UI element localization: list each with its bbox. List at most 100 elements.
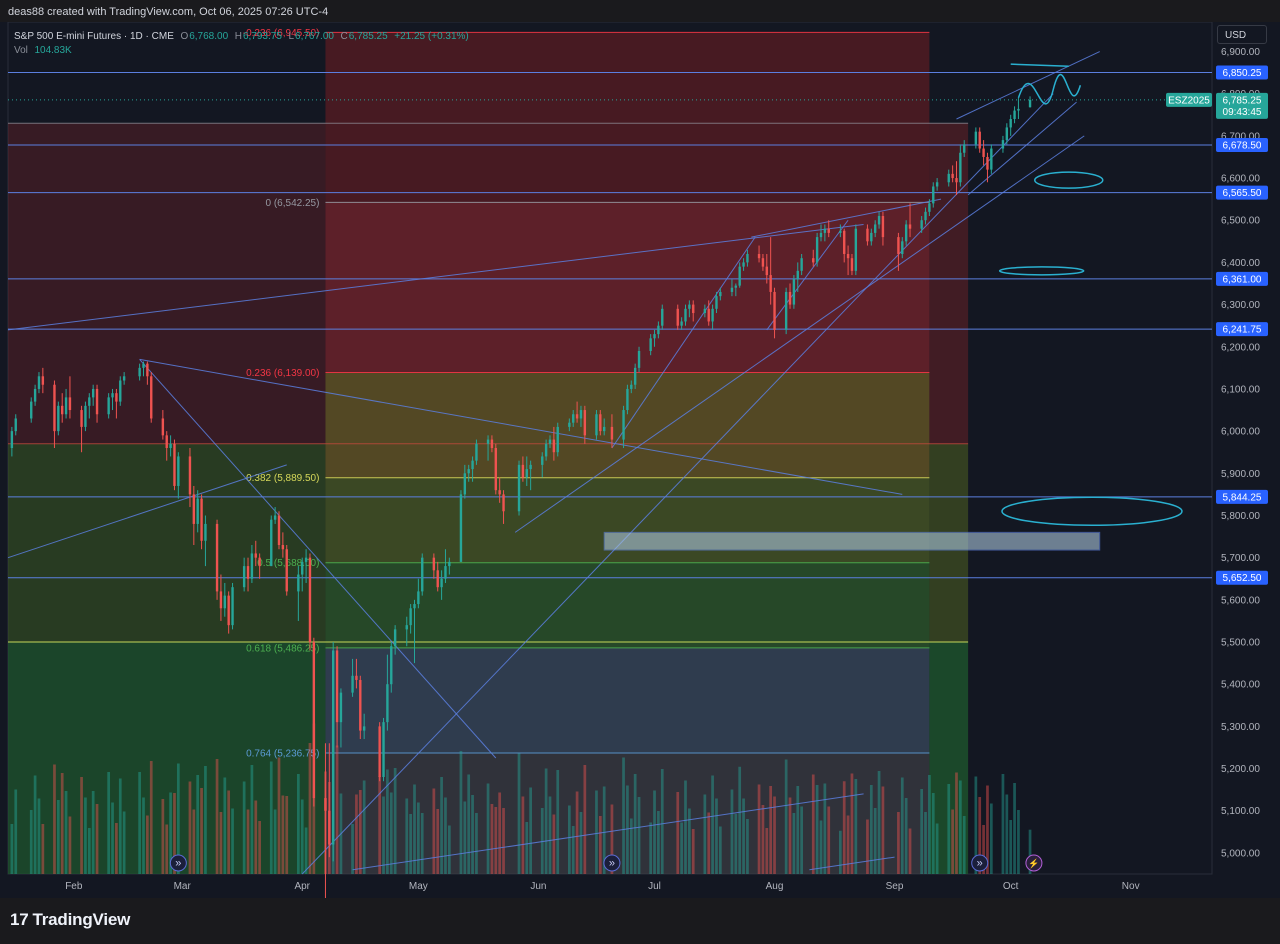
event-marker-glyph: » bbox=[977, 858, 983, 870]
candle-body bbox=[386, 684, 389, 723]
candle-body bbox=[850, 258, 854, 271]
candle-body bbox=[490, 439, 494, 448]
volume-bar bbox=[838, 830, 842, 874]
volume-bar bbox=[556, 770, 560, 874]
volume-bar bbox=[161, 799, 165, 874]
volume-bar bbox=[746, 819, 749, 874]
volume-bar bbox=[517, 753, 521, 874]
volume-bar bbox=[420, 813, 424, 874]
symbol-name[interactable]: S&P 500 E-mini Futures · 1D · CME bbox=[14, 31, 174, 42]
candle-body bbox=[572, 414, 575, 423]
volume-bar bbox=[629, 818, 633, 874]
candle-body bbox=[773, 291, 776, 330]
volume-bar bbox=[192, 809, 196, 874]
volume-bar bbox=[378, 776, 382, 874]
earnings-marker-glyph: ⚡ bbox=[1028, 858, 1039, 870]
candle-body bbox=[297, 574, 300, 592]
candle-body bbox=[312, 642, 316, 799]
y-axis-tick-label: 5,000.00 bbox=[1221, 848, 1260, 859]
volume-bar bbox=[386, 769, 389, 874]
volume-bar bbox=[1009, 820, 1013, 874]
chart-area[interactable]: 6,900.006,800.006,700.006,600.006,500.00… bbox=[0, 22, 1280, 898]
volume-bar bbox=[567, 805, 571, 874]
candle-body bbox=[215, 523, 219, 592]
volume-bar bbox=[730, 789, 734, 874]
candle-body bbox=[192, 494, 196, 524]
volume-bar bbox=[250, 765, 254, 874]
trend-line bbox=[956, 51, 1100, 120]
candle-body bbox=[409, 608, 412, 626]
volume-bar bbox=[285, 796, 289, 874]
open-value: 6,768.00 bbox=[189, 31, 229, 42]
symbol-tag-text: ESZ2025 bbox=[1168, 95, 1210, 106]
position-zone-green bbox=[8, 642, 326, 874]
candle-body bbox=[657, 325, 660, 335]
candle-body bbox=[599, 414, 602, 432]
tradingview-logo-text: TradingView bbox=[32, 910, 131, 929]
volume-bar bbox=[792, 813, 796, 874]
candle-body bbox=[823, 228, 827, 233]
trend-line bbox=[967, 101, 1077, 196]
price-label-badge bbox=[1216, 65, 1268, 80]
annotation-ellipse bbox=[998, 266, 1085, 276]
candle-body bbox=[142, 363, 145, 368]
volume-bar bbox=[273, 809, 277, 874]
volume-bar bbox=[525, 822, 529, 874]
volume-bar bbox=[335, 745, 339, 874]
currency-button[interactable]: USD bbox=[1217, 25, 1267, 44]
candle-body bbox=[169, 443, 172, 448]
attribution-bar: deas88 created with TradingView.com, Oct… bbox=[0, 0, 1280, 24]
volume-bar bbox=[459, 751, 463, 874]
candle-body bbox=[870, 232, 873, 242]
volume-bar bbox=[254, 800, 258, 874]
candle-body bbox=[33, 388, 37, 402]
volume-bar bbox=[974, 776, 978, 874]
candle-body bbox=[471, 460, 474, 470]
volume-bar bbox=[56, 800, 60, 874]
trend-line bbox=[139, 358, 903, 495]
highlight-box bbox=[603, 531, 1101, 551]
candle-body bbox=[444, 566, 447, 579]
candle-body bbox=[730, 287, 734, 292]
volume-bar bbox=[761, 805, 765, 874]
candle-body bbox=[951, 173, 954, 179]
open-label: O bbox=[180, 31, 189, 42]
volume-bar bbox=[959, 780, 962, 874]
volume-bar bbox=[986, 785, 989, 874]
volume-bar bbox=[277, 757, 281, 874]
volume-bar bbox=[115, 823, 118, 874]
annotation-wave bbox=[1017, 73, 1082, 105]
volume-bar bbox=[579, 812, 583, 874]
candle-body bbox=[421, 557, 424, 592]
candle-body bbox=[920, 220, 923, 229]
close-label: C bbox=[340, 31, 348, 42]
volume-bar bbox=[773, 796, 776, 874]
volume-bar bbox=[242, 781, 246, 874]
volume-bar bbox=[281, 795, 285, 874]
x-axis-tick-label: Sep bbox=[886, 881, 904, 892]
volume-bar bbox=[173, 793, 176, 874]
event-marker-icon bbox=[169, 854, 187, 872]
candle-body bbox=[610, 426, 614, 440]
candle-body bbox=[734, 285, 738, 288]
candle-body bbox=[626, 388, 629, 411]
volume-bar bbox=[389, 792, 393, 874]
volume-bar bbox=[409, 814, 412, 874]
candle-body bbox=[633, 367, 637, 385]
volume-bar bbox=[146, 815, 149, 874]
candle-body bbox=[986, 156, 989, 170]
trend-line bbox=[7, 464, 287, 559]
candle-body bbox=[362, 726, 366, 731]
candle-body bbox=[978, 131, 981, 149]
volume-bar bbox=[660, 769, 664, 874]
candle-body bbox=[955, 178, 958, 183]
volume-series bbox=[10, 710, 1032, 874]
volume-bar bbox=[68, 816, 72, 874]
candle-body bbox=[502, 494, 505, 512]
tradingview-logo[interactable]: 17 TradingView bbox=[10, 910, 130, 930]
volume-bar bbox=[308, 743, 312, 874]
candle-body bbox=[541, 456, 544, 465]
candle-body bbox=[37, 376, 41, 389]
volume-bar bbox=[269, 761, 273, 874]
price-chart[interactable]: 6,900.006,800.006,700.006,600.006,500.00… bbox=[0, 22, 1280, 898]
